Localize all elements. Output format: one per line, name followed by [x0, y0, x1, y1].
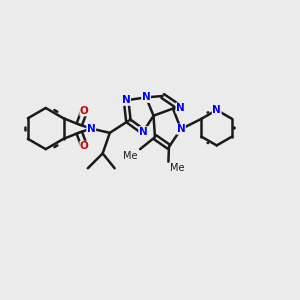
Text: N: N	[176, 103, 185, 113]
Text: N: N	[87, 124, 96, 134]
Text: N: N	[122, 95, 130, 105]
Text: Me: Me	[123, 151, 138, 160]
Text: N: N	[177, 124, 185, 134]
Text: Me: Me	[170, 163, 184, 173]
Text: O: O	[80, 106, 89, 116]
Text: N: N	[212, 105, 221, 115]
Text: N: N	[142, 92, 151, 102]
Text: N: N	[139, 127, 148, 137]
Text: O: O	[80, 141, 89, 151]
